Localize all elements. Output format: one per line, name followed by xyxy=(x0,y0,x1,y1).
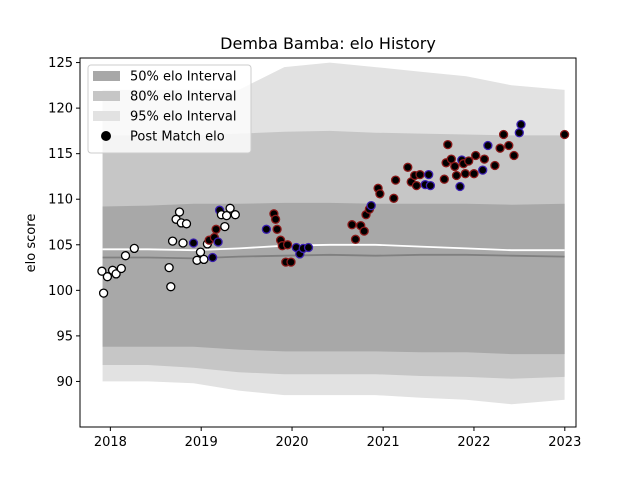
post-match-elo-point xyxy=(443,139,453,150)
legend: 50% elo Interval 80% elo Interval 95% elo … xyxy=(87,64,252,154)
post-match-elo-point xyxy=(455,181,465,192)
y-tick-label: 100 xyxy=(48,284,73,299)
axes: 90 95 100 105 110 115 120 125 2018 2019 2020 2021 20… xyxy=(48,56,581,450)
post-match-elo-point xyxy=(498,129,509,140)
y-tick-label: 95 xyxy=(56,329,73,344)
post-match-elo-point xyxy=(225,203,235,213)
y-tick-label: 125 xyxy=(48,56,73,71)
post-match-elo-point xyxy=(415,169,425,180)
post-match-elo-point xyxy=(490,160,500,171)
post-match-elo-point xyxy=(230,210,240,220)
post-match-elo-point xyxy=(359,226,369,236)
post-match-elo-point xyxy=(221,210,232,221)
post-match-elo-point xyxy=(207,252,218,263)
chart-title: Demba Bamba: elo History xyxy=(220,34,436,53)
post-match-elo-point xyxy=(270,214,281,224)
post-match-elo-point xyxy=(111,269,121,279)
post-match-elo-point xyxy=(164,262,174,273)
post-match-elo-point xyxy=(167,236,178,246)
post-match-elo-point xyxy=(479,154,490,164)
post-match-elo-point xyxy=(471,150,481,161)
post-match-elo-point xyxy=(446,154,456,164)
x-tick-label: 2020 xyxy=(275,435,308,450)
post-match-elo-point xyxy=(220,221,230,232)
post-match-elo-point xyxy=(509,150,519,161)
post-match-elo-point xyxy=(188,238,199,248)
legend-swatch xyxy=(93,111,120,121)
band-50-interval xyxy=(102,202,565,355)
post-match-elo-point xyxy=(390,175,401,185)
post-match-elo-point xyxy=(213,237,223,247)
post-match-elo-point xyxy=(469,169,479,179)
legend-swatch xyxy=(93,91,120,101)
post-match-elo-point xyxy=(286,257,296,267)
post-match-elo-point xyxy=(181,219,192,229)
post-match-elo-point xyxy=(97,266,107,276)
post-match-elo-point xyxy=(495,143,505,153)
post-match-elo-point xyxy=(504,140,514,151)
post-match-elo-point xyxy=(347,220,357,230)
post-match-elo-point xyxy=(478,165,488,175)
y-tick-label: 110 xyxy=(48,193,73,208)
post-match-elo-point xyxy=(450,161,460,172)
x-tick-label: 2022 xyxy=(457,435,490,450)
post-match-elo-point xyxy=(424,169,434,180)
y-tick-label: 115 xyxy=(48,147,73,162)
x-tick-label: 2023 xyxy=(548,435,581,450)
post-match-elo-point xyxy=(559,129,570,140)
post-match-elo-point xyxy=(211,224,221,234)
post-match-elo-point xyxy=(98,288,109,298)
x-tick-label: 2018 xyxy=(94,435,127,450)
x-tick-label: 2019 xyxy=(185,435,218,450)
post-match-elo-point xyxy=(483,140,493,151)
post-match-elo-point xyxy=(116,263,126,274)
post-match-elo-point xyxy=(411,180,422,191)
y-tick-label: 105 xyxy=(48,238,73,253)
post-match-elo-point xyxy=(303,242,314,253)
legend-entry: Post Match elo xyxy=(130,130,225,145)
post-match-elo-point xyxy=(451,170,462,181)
post-match-elo-point xyxy=(199,254,209,265)
post-match-elo-point xyxy=(425,180,436,191)
y-axis-label: elo score xyxy=(24,214,39,273)
post-match-elo-point xyxy=(166,282,176,292)
post-match-elo-point xyxy=(516,119,526,130)
post-match-elo-point xyxy=(174,207,185,217)
post-match-elo-point xyxy=(129,243,139,254)
post-match-elo-point xyxy=(460,169,470,179)
post-match-elo-point xyxy=(195,247,206,257)
legend-swatch xyxy=(93,71,120,81)
post-match-elo-point xyxy=(261,224,272,234)
y-tick-label: 90 xyxy=(56,375,73,390)
post-match-elo-point xyxy=(102,272,113,282)
post-match-elo-point xyxy=(272,224,282,234)
median-elo-line xyxy=(102,253,565,260)
post-match-elo-point xyxy=(375,189,385,199)
post-match-elo-point xyxy=(178,238,188,248)
x-tick-label: 2021 xyxy=(367,435,400,450)
post-match-elo-point xyxy=(350,234,361,244)
post-match-elo-point xyxy=(464,156,474,166)
legend-entry: 80% elo Interval xyxy=(130,90,237,105)
legend-marker xyxy=(101,131,111,141)
mean-elo-line xyxy=(102,243,565,252)
post-match-elo-point xyxy=(120,251,131,261)
post-match-elo-point xyxy=(439,174,449,184)
post-match-elo-point xyxy=(282,240,293,250)
post-match-elo-point xyxy=(514,128,524,138)
legend-entry: 50% elo Interval xyxy=(130,70,237,85)
y-tick-label: 120 xyxy=(48,102,73,117)
post-match-elo-point xyxy=(389,193,399,203)
legend-box xyxy=(87,64,252,154)
legend-entry: 95% elo Interval xyxy=(130,110,237,125)
post-match-elo-point xyxy=(403,162,413,172)
axes-frame xyxy=(79,57,577,428)
post-match-elo-point xyxy=(366,200,376,211)
